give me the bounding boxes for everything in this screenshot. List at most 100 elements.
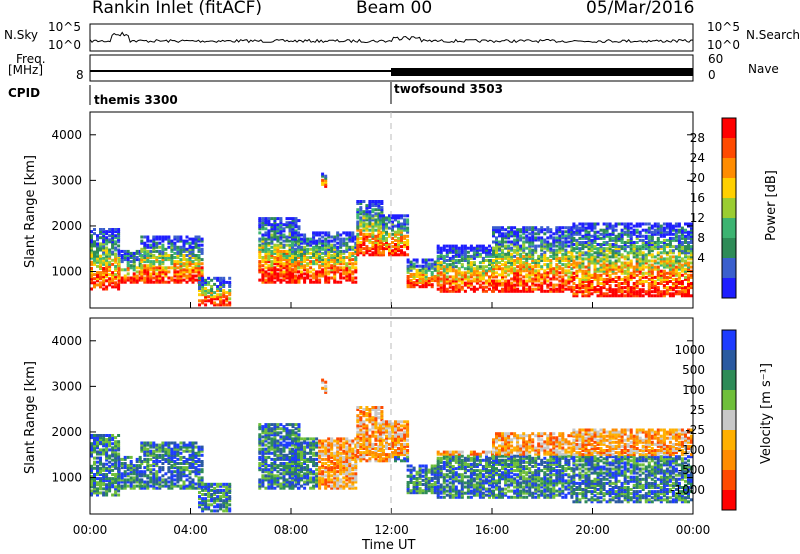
data-cell	[491, 263, 494, 267]
data-cell	[677, 286, 681, 290]
data-cell	[690, 226, 693, 230]
data-cell	[356, 222, 360, 226]
data-cell	[270, 274, 274, 278]
data-cell	[114, 285, 118, 289]
data-cell	[644, 261, 648, 265]
data-cell	[492, 279, 495, 283]
data-cell	[90, 489, 93, 493]
data-cell	[152, 480, 156, 484]
data-cell	[537, 263, 541, 267]
data-cell	[475, 252, 479, 256]
data-cell	[267, 484, 271, 488]
data-cell	[567, 254, 571, 258]
data-cell	[365, 247, 369, 251]
data-cell	[222, 495, 226, 499]
data-cell	[198, 282, 201, 286]
data-cell	[111, 262, 115, 266]
data-cell	[140, 268, 144, 272]
data-cell	[656, 251, 660, 255]
data-cell	[570, 289, 574, 293]
data-cell	[650, 269, 654, 273]
data-cell	[108, 283, 112, 287]
data-cell	[475, 269, 479, 273]
data-cell	[185, 270, 189, 274]
data-cell	[228, 509, 232, 513]
data-cell	[510, 226, 514, 230]
data-cell	[519, 263, 523, 267]
data-cell	[143, 241, 147, 245]
data-cell	[593, 245, 597, 249]
data-cell	[182, 243, 186, 247]
data-cell	[222, 299, 226, 303]
data-cell	[210, 285, 214, 288]
data-cell	[377, 224, 381, 228]
data-cell	[117, 254, 121, 257]
data-cell	[590, 292, 594, 296]
data-cell	[567, 228, 571, 232]
data-cell	[303, 233, 307, 237]
data-cell	[427, 264, 431, 268]
data-cell	[620, 282, 624, 285]
data-cell	[504, 244, 508, 248]
data-cell	[463, 246, 467, 250]
data-cell	[623, 261, 627, 265]
data-cell	[644, 243, 648, 246]
data-cell	[261, 221, 265, 225]
data-cell	[513, 289, 517, 293]
data-cell	[605, 253, 609, 257]
data-cell	[288, 272, 292, 276]
data-cell	[356, 200, 360, 203]
data-cell	[294, 231, 297, 235]
data-cell	[315, 239, 319, 243]
data-cell	[93, 446, 96, 450]
data-cell	[318, 266, 322, 270]
data-cell	[90, 446, 93, 450]
data-cell	[561, 283, 565, 287]
data-cell	[222, 301, 226, 305]
data-cell	[216, 488, 220, 492]
data-cell	[146, 476, 150, 480]
data-cell	[528, 277, 532, 281]
data-cell	[382, 218, 385, 222]
data-cell	[650, 294, 654, 298]
data-cell	[90, 240, 93, 244]
data-cell	[222, 289, 226, 293]
data-cell	[179, 270, 183, 274]
data-cell	[359, 247, 363, 251]
data-cell	[680, 247, 684, 251]
data-cell	[409, 275, 413, 278]
data-cell	[611, 236, 615, 240]
data-cell	[279, 231, 283, 235]
data-cell	[194, 235, 198, 239]
data-cell	[488, 259, 491, 262]
data-cell	[143, 245, 147, 249]
data-cell	[291, 241, 294, 245]
data-cell	[581, 275, 585, 279]
data-cell	[111, 252, 115, 256]
data-cell	[291, 235, 294, 239]
data-cell	[93, 448, 96, 452]
data-cell	[510, 261, 514, 265]
data-cell	[303, 268, 307, 272]
data-cell	[632, 251, 636, 255]
data-cell	[123, 480, 127, 484]
data-cell	[102, 228, 106, 231]
data-cell	[264, 272, 268, 276]
data-cell	[534, 244, 538, 248]
data-cell	[537, 238, 541, 242]
data-cell	[587, 222, 591, 226]
data-cell	[182, 443, 186, 447]
data-cell	[433, 260, 437, 264]
data-cell	[93, 473, 96, 476]
data-cell	[197, 260, 201, 264]
data-cell	[572, 236, 576, 240]
data-cell	[371, 228, 375, 232]
data-cell	[677, 277, 681, 281]
data-cell	[677, 275, 681, 279]
data-cell	[135, 256, 139, 259]
data-cell	[593, 238, 597, 242]
data-cell	[170, 249, 174, 253]
data-cell	[528, 263, 532, 267]
data-cell	[498, 230, 501, 234]
data-cell	[267, 441, 271, 445]
